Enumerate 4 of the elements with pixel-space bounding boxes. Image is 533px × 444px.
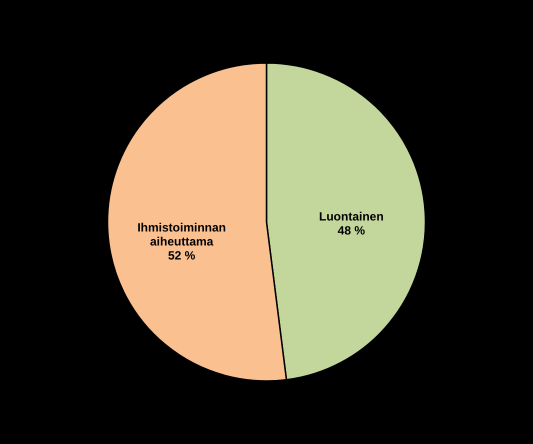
data-label: 52 % bbox=[168, 248, 196, 262]
slice-label: Ihmistoiminnan aiheuttama bbox=[137, 220, 226, 248]
data-label: 48 % bbox=[338, 224, 366, 238]
slice-label: Luontainen bbox=[318, 210, 384, 224]
